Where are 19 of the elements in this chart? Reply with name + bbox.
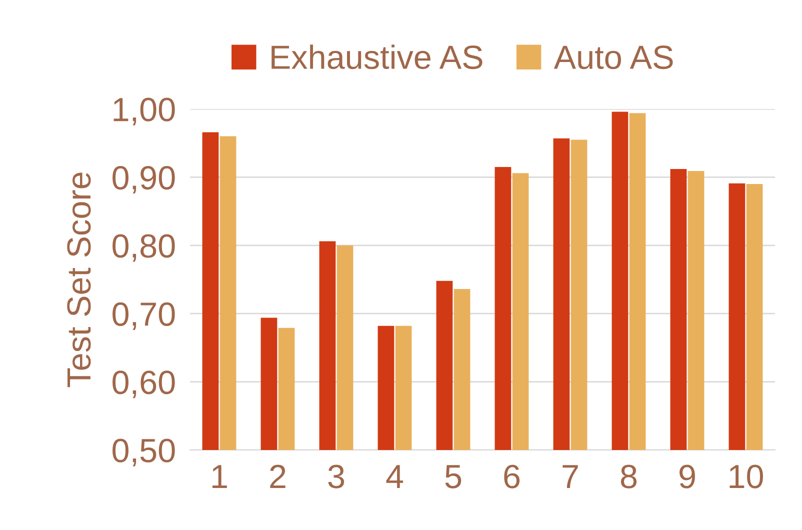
- x-tick-label: 8: [620, 464, 637, 488]
- y-tick-label: 1,00: [114, 98, 175, 126]
- y-tick-label: 0,70: [112, 302, 175, 330]
- y-tick-label: 0,50: [112, 438, 175, 466]
- x-tick-label: 9: [680, 464, 695, 488]
- x-tick-label: 4: [386, 465, 404, 488]
- x-tick-label: 5: [445, 465, 462, 488]
- legend-label: Auto AS: [554, 45, 673, 70]
- y-axis-title: Test Set Score: [67, 172, 91, 388]
- y-tick-label: 0,90: [112, 166, 175, 194]
- y-tick-label: 0,80: [112, 234, 175, 262]
- x-tick-label: 1: [212, 465, 227, 488]
- x-tick-label: 2: [270, 464, 286, 488]
- legend-label: Exhaustive AS: [272, 44, 482, 70]
- x-tick-label: 7: [562, 465, 578, 488]
- x-tick-label: 3: [328, 464, 344, 488]
- y-tick-label: 0,60: [112, 370, 175, 398]
- x-tick-label: 6: [504, 464, 520, 488]
- x-tick-label: 10: [730, 464, 763, 488]
